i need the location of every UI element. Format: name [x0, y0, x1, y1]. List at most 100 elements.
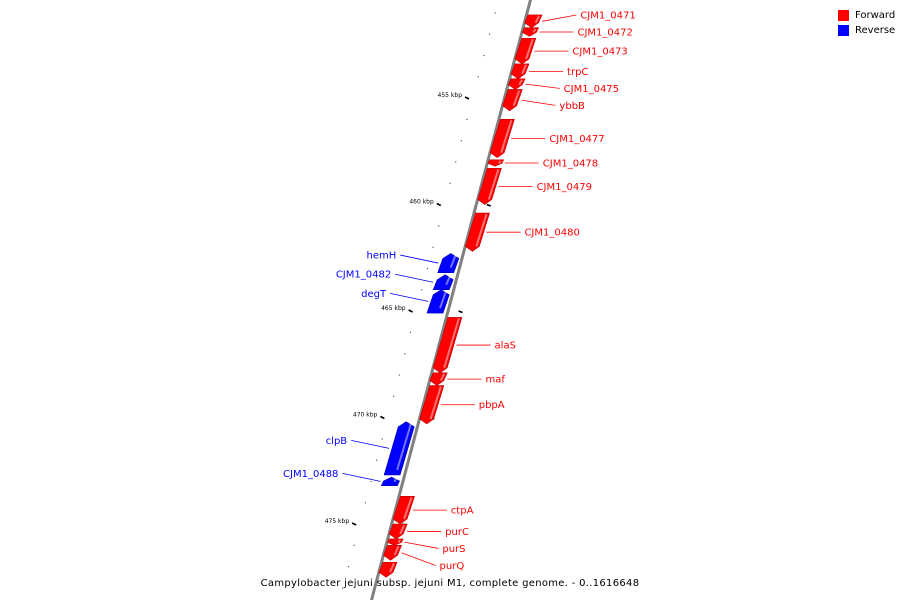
scale-tick-minor [398, 374, 400, 376]
gene-arrow-cjm1-0472[interactable] [521, 27, 540, 37]
scale-tick-minor [370, 480, 372, 483]
gene-highlight [439, 290, 448, 309]
gene-highlight [439, 373, 446, 381]
scale-tick-label: 460 kbp [409, 199, 434, 206]
gene-highlight [487, 168, 500, 200]
legend-label-reverse: Reverse [855, 25, 896, 36]
scale-tick-minor [426, 267, 429, 270]
gene-highlight [518, 79, 523, 86]
gene-arrow-unnamed[interactable] [378, 562, 398, 578]
gene-label[interactable]: CJM1_0477 [549, 134, 604, 145]
gene-highlight [475, 213, 488, 247]
scale-tick-minor [449, 182, 451, 184]
gene-labels: CJM1_0471 CJM1_0472 CJM1_0473 trpC CJM1_0475… [283, 11, 636, 572]
legend: Forward Reverse [838, 8, 895, 38]
gene-label[interactable]: CJM1_0471 [580, 11, 635, 22]
gene-arrow-ctpa[interactable] [392, 496, 415, 525]
scale-tick-label: 475 kbp [325, 518, 350, 525]
gene-arrow-purq[interactable] [383, 544, 402, 561]
gene-label[interactable]: degT [361, 289, 387, 300]
gene-label[interactable]: CJM1_0480 [524, 228, 579, 239]
forward-swatch [838, 10, 849, 21]
gene-arrow-trpc[interactable] [510, 63, 530, 80]
gene-label[interactable]: CJM1_0488 [283, 469, 338, 480]
gene-arrow-cjm1-0488[interactable] [380, 476, 400, 486]
gene-label[interactable]: trpC [567, 67, 588, 78]
gene-leader-line [521, 99, 556, 106]
scale-tick-minor [404, 353, 406, 355]
gene-label[interactable]: CJM1_0478 [543, 158, 598, 169]
gene-arrow-maf[interactable] [429, 372, 448, 386]
gene-label[interactable]: CJM1_0472 [577, 28, 632, 39]
gene-arrow-degt[interactable] [426, 289, 450, 314]
gene-highlight [396, 422, 413, 471]
scale-tick-label: 455 kbp [438, 92, 463, 99]
scale-ticks: 455 kbp 460 kbp 465 kbp 470 kbp 475 kbp [325, 12, 520, 589]
gene-label[interactable]: CJM1_0475 [564, 84, 619, 95]
gene-label[interactable]: alaS [495, 341, 516, 352]
gene-arrow-cjm1-0480[interactable] [465, 212, 490, 252]
scale-tick-minor [353, 544, 355, 546]
scale-tick-minor [376, 459, 378, 461]
gene-label[interactable]: maf [486, 375, 506, 386]
gene-leader-line [401, 552, 436, 566]
gene-leader-line [525, 83, 560, 89]
gene-label[interactable]: CJM1_0479 [537, 182, 592, 193]
scale-tick-major [464, 96, 470, 100]
legend-item-reverse: Reverse [838, 23, 895, 38]
gene-highlight [399, 524, 406, 535]
gene-label[interactable]: pbpA [479, 400, 505, 411]
gene-leader-line [542, 14, 577, 22]
gene-arrow-ybbb[interactable] [502, 89, 523, 112]
gene-label[interactable]: ctpA [451, 506, 474, 517]
scale-tick-minor [421, 289, 423, 291]
gene-leader-line [395, 273, 434, 283]
gene-leader-line [404, 541, 439, 549]
legend-label-forward: Forward [855, 10, 896, 21]
scale-tick-minor [347, 566, 350, 568]
gene-highlight [443, 318, 460, 369]
gene-arrow-alas[interactable] [432, 317, 463, 374]
gene-leader-line [351, 439, 390, 449]
scale-tick-minor [460, 140, 462, 142]
gene-arrow-purc[interactable] [388, 523, 408, 540]
scale-tick-right [486, 203, 492, 207]
gene-label[interactable]: purS [442, 544, 465, 555]
gene-label[interactable]: ybbB [559, 101, 585, 112]
gene-arrow-hemh[interactable] [437, 253, 460, 273]
scale-tick-minor [438, 225, 440, 227]
scale-tick-minor [432, 246, 434, 248]
gene-arrow-cjm1-0479[interactable] [477, 167, 502, 205]
gene-highlight [512, 90, 521, 107]
gene-arrow-cjm1-0475[interactable] [507, 78, 526, 90]
gene-leader-line [390, 293, 429, 302]
scale-tick-minor [455, 161, 457, 163]
scale-tick-right [458, 310, 463, 314]
gene-highlight [389, 562, 395, 573]
gene-label[interactable]: CJM1_0482 [336, 270, 391, 281]
gene-arrow-cjm1-0477[interactable] [489, 119, 515, 159]
gene-arrow-purs[interactable] [387, 538, 404, 546]
gene-label[interactable]: CJM1_0473 [572, 47, 627, 58]
scale-tick-minor [494, 12, 496, 14]
gene-leader-line [400, 254, 439, 264]
gene-label[interactable]: hemH [367, 251, 397, 262]
gene-arrow-cjm1-0471[interactable] [524, 14, 543, 29]
gene-highlight [498, 160, 502, 164]
gene-label[interactable]: purQ [440, 561, 465, 572]
gene-arrow-cjm1-0478[interactable] [487, 159, 505, 167]
gene-arrow-cjm1-0473[interactable] [514, 38, 537, 65]
gene-highlight [534, 15, 540, 24]
scale-tick-minor [393, 395, 395, 397]
gene-label[interactable]: clpB [326, 436, 348, 447]
gene-label[interactable]: purC [445, 527, 469, 538]
scale-tick-label: 465 kbp [381, 305, 406, 312]
genome-caption: Campylobacter jejuni subsp. jejuni M1, c… [260, 578, 640, 589]
scale-tick-minor [409, 331, 412, 333]
gene-arrow-pbpa[interactable] [419, 385, 445, 425]
gene-highlight [525, 39, 534, 60]
gene-highlight [429, 386, 442, 420]
scale-tick-major [351, 522, 357, 526]
scale-tick-minor [466, 118, 468, 120]
gene-arrow-clpb[interactable] [383, 421, 415, 476]
